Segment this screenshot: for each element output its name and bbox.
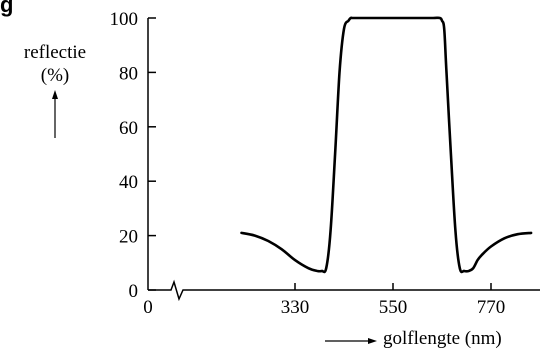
y-axis-unit-label: (%) (40, 65, 70, 86)
y-tick-label: 40 (119, 172, 138, 193)
figure-label: g (0, 0, 14, 17)
x-tick-label: 330 (281, 297, 310, 318)
series-layer (240, 16, 533, 274)
x-tick-label: 770 (477, 297, 506, 318)
y-tick-label: 100 (110, 9, 139, 30)
x-tick-label: 0 (143, 297, 153, 318)
y-tick-label: 0 (129, 281, 139, 302)
y-tick-label: 20 (119, 227, 138, 248)
y-tick-label: 60 (119, 118, 138, 139)
axis-ticks: 0 20 40 60 80 100 0 330 550 770 (110, 9, 506, 318)
x-axis-label: golflengte (nm) (383, 328, 502, 349)
y-axis-label: reflectie (23, 42, 87, 63)
series-line (240, 16, 533, 274)
x-tick-label: 550 (379, 297, 408, 318)
x-axis-arrow (325, 338, 377, 344)
x-axis-line (148, 279, 540, 302)
y-tick-label: 80 (119, 63, 138, 84)
y-axis-arrow (52, 90, 58, 138)
axes (147, 18, 540, 302)
